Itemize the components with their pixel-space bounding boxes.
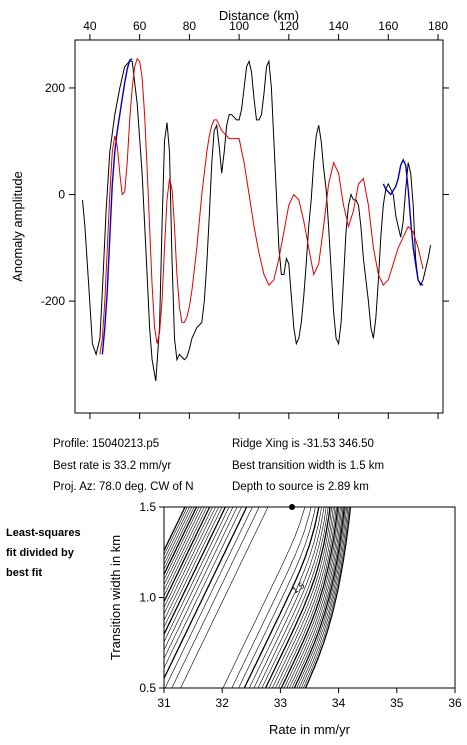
misfit-contours: [164, 507, 352, 688]
contour-line: [164, 507, 316, 688]
fit-window-line: [382, 158, 424, 286]
top-x-tick-label: 140: [329, 19, 349, 33]
contour-line: [164, 507, 325, 688]
bottom-plot-border: [163, 506, 456, 689]
contour-line: [180, 507, 306, 688]
bottom-y-tick-label: 1.0: [139, 591, 156, 605]
contour-line: [164, 507, 331, 688]
bottom-x-tick-label: 35: [390, 696, 404, 710]
top-x-tick-label: 160: [378, 19, 398, 33]
contour-line: [164, 507, 329, 688]
side-note-line-3: best fit: [6, 567, 42, 579]
contour-line: [164, 507, 327, 688]
best-fit-marker: [289, 504, 296, 510]
contour-level-label: 1.5: [290, 580, 306, 595]
best-rate-text: Best rate is 33.2 mm/yr: [53, 460, 171, 472]
depth-text: Depth to source is 2.89 km: [232, 481, 369, 493]
best-width-text: Best transition width is 1.5 km: [232, 460, 384, 472]
bottom-x-tick-label: 36: [448, 696, 462, 710]
contour-line: [164, 507, 322, 688]
bottom-x-axis-label: Rate in mm/yr: [269, 722, 351, 737]
model-anomaly-line: [99, 57, 424, 355]
top-y-tick-label: 0: [58, 188, 65, 202]
anomaly-series: [82, 57, 432, 382]
contour-line: [164, 507, 339, 688]
top-x-tick-label: 180: [428, 19, 448, 33]
contour-line: [171, 507, 312, 688]
profile-text: Profile: 15040213.p5: [53, 438, 159, 450]
top-y-tick-label: -200: [41, 294, 65, 308]
top-axis-ticks: 40 60 80 100 120 140 160 180 200 0 -200: [41, 19, 449, 419]
ridge-text: Ridge Xing is -31.53 346.50: [232, 438, 374, 450]
contour-line: [164, 507, 344, 688]
top-x-tick-label: 60: [133, 19, 147, 33]
top-x-tick-label: 100: [229, 19, 249, 33]
bottom-y-tick-label: 0.5: [139, 681, 156, 695]
contour-line: [164, 507, 349, 688]
bottom-x-tick-label: 34: [332, 696, 346, 710]
side-note-line-2: fit divided by: [6, 547, 75, 559]
anomaly-plot-frame: [74, 39, 444, 414]
top-x-axis-label: Distance (km): [219, 8, 299, 23]
contour-line: [164, 507, 341, 688]
bottom-axis-ticks: 31 32 33 34 35 36 0.5 1.0 1.5: [139, 500, 462, 710]
contour-line: [164, 507, 346, 688]
top-x-tick-label: 40: [83, 19, 97, 33]
top-plot-border: [74, 39, 444, 414]
observed-anomaly-line: [82, 59, 432, 382]
bottom-y-tick-label: 1.5: [139, 500, 156, 514]
contour-line: [164, 507, 347, 688]
top-y-tick-label: 200: [45, 81, 65, 95]
bottom-x-tick-label: 33: [274, 696, 288, 710]
bottom-x-tick-label: 32: [216, 696, 230, 710]
contour-line: [164, 507, 352, 688]
contour-line: [164, 507, 350, 688]
bottom-y-axis-label: Transition width in km: [108, 535, 123, 660]
contour-line: [164, 507, 332, 688]
bottom-x-tick-label: 31: [157, 696, 171, 710]
fit-window-line: [101, 58, 133, 355]
side-note-line-1: Least-squares: [6, 527, 81, 539]
top-y-axis-label: Anomaly amplitude: [10, 171, 25, 282]
contour-plot-frame: [163, 506, 456, 689]
top-x-tick-label: 120: [279, 19, 299, 33]
contour-line: [164, 507, 345, 688]
projection-text: Proj. Az: 78.0 deg. CW of N: [53, 481, 194, 493]
contour-line: [164, 507, 336, 688]
top-x-tick-label: 80: [183, 19, 197, 33]
contour-line: [164, 507, 340, 688]
contour-line: [164, 507, 320, 688]
